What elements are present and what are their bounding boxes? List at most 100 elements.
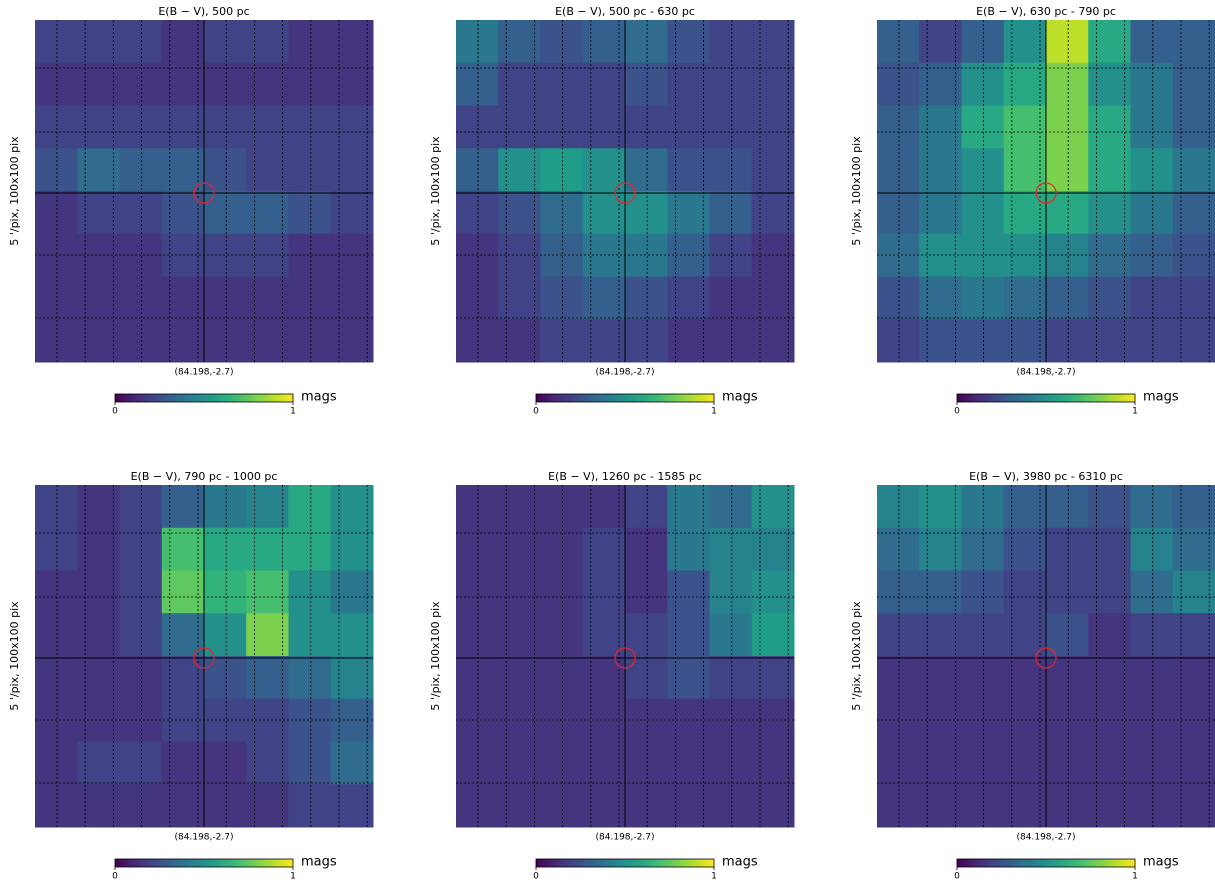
heat-cell <box>667 62 710 106</box>
heat-cell <box>877 527 920 571</box>
heat-cell <box>751 319 795 363</box>
heat-cell <box>540 613 584 657</box>
heat-cell <box>961 485 1005 529</box>
y-label: 5 '/pix, 100x100 pix <box>8 601 21 711</box>
heat-cell <box>919 656 962 700</box>
heat-cell <box>1172 62 1215 106</box>
heat-cell <box>582 656 626 700</box>
heat-cell <box>456 319 499 363</box>
heat-cell <box>1088 20 1131 64</box>
heat-cell <box>540 485 584 529</box>
heat-cell <box>625 148 668 192</box>
heat-cell <box>582 105 626 149</box>
heat-cell <box>919 570 962 614</box>
heat-cell <box>330 741 374 785</box>
heat-cell <box>498 20 541 64</box>
panel: E(B − V), 500 pc - 630 pc (84.198,-2.7) 5 … <box>429 5 795 417</box>
heat-cell <box>877 570 920 614</box>
heat-cell <box>1088 62 1131 106</box>
heat-cell <box>204 62 247 106</box>
panel-title: E(B − V), 500 pc <box>158 5 249 18</box>
colorbar-tick-label: 1 <box>711 872 717 882</box>
heat-cell <box>961 20 1005 64</box>
heat-cell <box>35 485 78 529</box>
colorbar <box>956 393 1136 403</box>
colorbar-label: mags <box>722 855 758 870</box>
heat-cell <box>119 148 163 192</box>
heat-cell <box>498 570 541 614</box>
y-label: 5 '/pix, 100x100 pix <box>429 601 442 711</box>
heat-cell <box>667 656 710 700</box>
heat-cell <box>161 570 205 614</box>
heat-cell <box>330 485 374 529</box>
panel-title: E(B − V), 790 pc - 1000 pc <box>131 470 278 483</box>
heat-cell <box>667 570 710 614</box>
heat-cell <box>751 276 795 320</box>
heat-cell <box>161 20 205 64</box>
heat-cell <box>1003 191 1047 235</box>
heat-cell <box>35 319 78 363</box>
heat-cell <box>77 570 120 614</box>
heat-cell <box>330 319 374 363</box>
heat-cell <box>1130 62 1174 106</box>
heat-cell <box>35 784 78 828</box>
heat-cell <box>204 485 247 529</box>
target-circle <box>614 647 636 669</box>
heat-cell <box>119 62 163 106</box>
heat-cell <box>540 20 584 64</box>
heat-cell <box>1172 784 1215 828</box>
heat-cell <box>161 105 205 149</box>
heat-cell <box>540 62 584 106</box>
heat-cell <box>1172 20 1215 64</box>
heat-cell <box>1172 527 1215 571</box>
heat-cell <box>204 741 247 785</box>
colorbar-tick-label: 1 <box>290 872 296 882</box>
heat-cell <box>161 319 205 363</box>
heat-cell <box>161 148 205 192</box>
heat-cell <box>961 656 1005 700</box>
heat-cell <box>961 613 1005 657</box>
heat-cell <box>582 191 626 235</box>
heat-cell <box>456 613 499 657</box>
heat-cell <box>877 148 920 192</box>
heat-cell <box>625 613 668 657</box>
colorbar <box>535 393 715 403</box>
colorbar-tick-label: 0 <box>533 872 539 882</box>
heat-cell <box>288 319 332 363</box>
heat-cell <box>330 656 374 700</box>
heat-cell <box>204 656 247 700</box>
heat-cell <box>498 148 541 192</box>
heat-cell <box>625 570 668 614</box>
panel: E(B − V), 1260 pc - 1585 pc (84.198,-2.7)… <box>429 470 795 882</box>
heat-cell <box>204 527 247 571</box>
heat-cell <box>751 656 795 700</box>
heat-cell <box>919 105 962 149</box>
heat-cell <box>1003 741 1047 785</box>
heat-cell <box>961 276 1005 320</box>
colorbar-tick-label: 0 <box>954 407 960 417</box>
heat-cell <box>667 105 710 149</box>
heat-cell <box>1088 148 1131 192</box>
graticule <box>456 20 794 362</box>
heat-cell <box>751 62 795 106</box>
heat-cell <box>119 485 163 529</box>
heat-cell <box>246 613 289 657</box>
heat-cell <box>456 485 499 529</box>
heat-cell <box>1172 485 1215 529</box>
panel-title: E(B − V), 3980 pc - 6310 pc <box>969 470 1123 483</box>
heat-cell <box>1003 485 1047 529</box>
heat-cell <box>709 62 753 106</box>
graticule <box>877 485 1215 827</box>
heat-cell <box>540 276 584 320</box>
heat-cell <box>1130 191 1174 235</box>
heat-cell <box>35 276 78 320</box>
heat-cell <box>288 485 332 529</box>
heat-cell <box>667 613 710 657</box>
colorbar-label: mags <box>301 855 337 870</box>
heat-cell <box>540 191 584 235</box>
heat-cell <box>919 62 962 106</box>
heat-cell <box>919 741 962 785</box>
heat-cell <box>288 191 332 235</box>
heat-cell <box>77 191 120 235</box>
